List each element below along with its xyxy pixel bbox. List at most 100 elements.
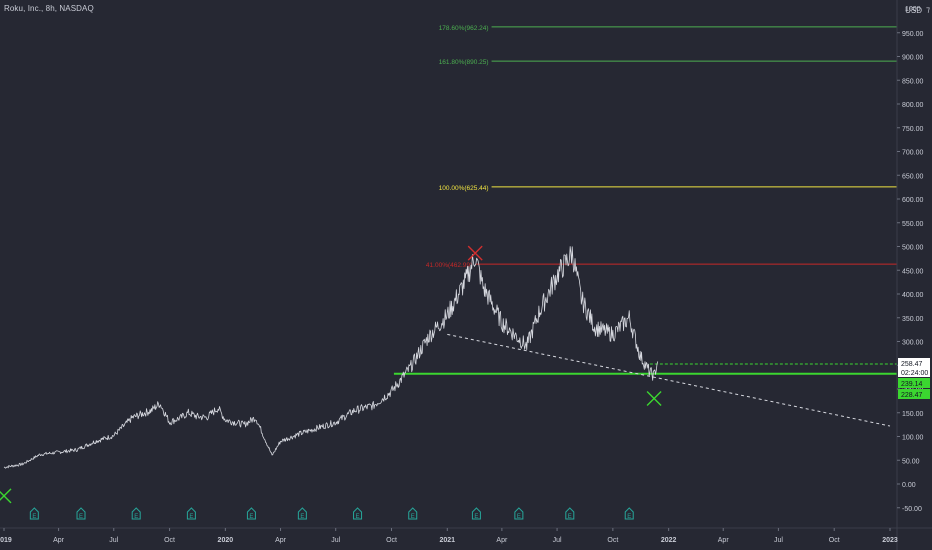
y-tick-label: 900.00 xyxy=(902,55,924,62)
earnings-label: E xyxy=(134,514,138,520)
x-tick-label: Apr xyxy=(275,537,287,544)
x-marker-stroke xyxy=(0,488,12,501)
earnings-shape xyxy=(297,507,307,520)
y-tick-label: 850.00 xyxy=(902,78,924,85)
trendline xyxy=(447,333,891,427)
y-tick-label: 350.00 xyxy=(902,316,924,323)
x-tick-label: 2023 xyxy=(882,537,898,544)
x-marker-stroke xyxy=(467,245,483,261)
price-axis: -50.000.0050.00100.00150.00200.00250.003… xyxy=(896,0,930,550)
y-tick-label: 100.00 xyxy=(902,435,924,442)
y-tick-label: 750.00 xyxy=(902,126,924,133)
earnings-label: E xyxy=(189,514,193,520)
price-label-box xyxy=(898,367,930,377)
earnings-shape xyxy=(565,507,575,520)
earnings-label: E xyxy=(32,514,36,520)
y-tick-label: 650.00 xyxy=(902,173,924,180)
trendline-layer xyxy=(447,333,891,427)
time-axis: 2019 Apr Jul Oct 2020 Apr Jul Oct 2021 Apr Jul Oct 2… xyxy=(0,527,932,544)
earnings-shape xyxy=(29,507,39,520)
level-label: 41.00%(462.99) xyxy=(426,262,472,269)
earnings-label: E xyxy=(79,514,83,520)
x-tick-label: Jul xyxy=(331,537,340,544)
fibonacci-levels: 178.60%(962.24) 161.80%(890.25) 100.00%(62… xyxy=(393,25,897,375)
earnings-shape xyxy=(514,507,524,520)
x-tick-label: Apr xyxy=(53,537,65,544)
x-tick-label: Oct xyxy=(386,537,397,544)
x-marker-stroke xyxy=(646,391,662,406)
earnings-badge[interactable]: E xyxy=(408,507,418,520)
x-tick-label: Oct xyxy=(607,537,618,544)
price-label-box xyxy=(898,389,930,399)
y-tick-label: 500.00 xyxy=(902,245,924,252)
x-tick-label: Apr xyxy=(718,537,730,544)
lock-icon: ⁊ xyxy=(926,5,930,14)
y-tick-label: -50.00 xyxy=(902,506,922,513)
earnings-badge[interactable]: E xyxy=(246,507,256,520)
x-tick-label: 2020 xyxy=(218,537,234,544)
x-tick-label: 2021 xyxy=(440,537,456,544)
earnings-label: E xyxy=(474,514,478,520)
price-series xyxy=(3,246,659,469)
y-tick-label-top: 1000 xyxy=(905,6,921,13)
earnings-badge[interactable]: E xyxy=(471,507,481,520)
x-tick-label: 2019 xyxy=(0,537,12,544)
earnings-label: E xyxy=(517,514,521,520)
earnings-badge[interactable]: E xyxy=(131,507,141,520)
earnings-badge[interactable]: E xyxy=(353,507,363,520)
earnings-badge[interactable]: E xyxy=(76,507,86,520)
x-tick-label: Oct xyxy=(829,537,840,544)
earnings-badge[interactable]: E xyxy=(297,507,307,520)
x-tick-label: Jul xyxy=(553,537,562,544)
y-tick-label: 400.00 xyxy=(902,292,924,299)
earnings-shape xyxy=(186,507,196,520)
level-label: 178.60%(962.24) xyxy=(439,25,489,32)
earnings-badge[interactable]: E xyxy=(514,507,524,520)
y-tick-label: 950.00 xyxy=(902,31,924,38)
price-label: 02:24:00 xyxy=(901,370,928,377)
earnings-shape xyxy=(76,507,86,520)
level-label: 161.80%(890.25) xyxy=(439,59,489,66)
price-label: 228.47 xyxy=(901,392,923,399)
chart-title: Roku, Inc., 8h, NASDAQ xyxy=(4,4,94,13)
y-tick-label: 550.00 xyxy=(902,221,924,228)
y-tick-label: 600.00 xyxy=(902,197,924,204)
earnings-shape xyxy=(353,507,363,520)
earnings-label: E xyxy=(568,514,572,520)
earnings-shape xyxy=(246,507,256,520)
earnings-badge[interactable]: E xyxy=(29,507,39,520)
signal-markers xyxy=(0,245,662,504)
x-marker xyxy=(646,391,662,406)
price-label: 258.47 xyxy=(901,361,923,368)
earnings-badge[interactable]: E xyxy=(186,507,196,520)
x-marker xyxy=(467,245,483,261)
earnings-shape xyxy=(408,507,418,520)
earnings-shape xyxy=(131,507,141,520)
y-tick-label: 50.00 xyxy=(902,458,920,465)
price-label-box xyxy=(898,358,930,368)
x-tick-label: Jul xyxy=(774,537,783,544)
y-tick-label: 450.00 xyxy=(902,268,924,275)
earnings-badge[interactable]: E xyxy=(565,507,575,520)
x-tick-label: Jul xyxy=(109,537,118,544)
earnings-label: E xyxy=(356,514,360,520)
x-marker xyxy=(0,488,12,504)
earnings-badge[interactable]: E xyxy=(624,507,634,520)
y-tick-label: 800.00 xyxy=(902,102,924,109)
earnings-label: E xyxy=(249,514,253,520)
x-tick-label: 2022 xyxy=(661,537,677,544)
price-label: 239.14 xyxy=(901,381,923,388)
price-label-box xyxy=(898,378,930,388)
x-tick-label: Oct xyxy=(164,537,175,544)
currency-label[interactable]: USD xyxy=(905,6,922,15)
y-tick-label: 150.00 xyxy=(902,411,924,418)
y-tick-label: 700.00 xyxy=(902,150,924,157)
y-tick-label: 300.00 xyxy=(902,340,924,347)
x-tick-label: Apr xyxy=(496,537,508,544)
earnings-shape xyxy=(471,507,481,520)
price-line xyxy=(3,246,659,469)
earnings-label: E xyxy=(627,514,631,520)
level-label: 100.00%(625.44) xyxy=(439,185,489,192)
